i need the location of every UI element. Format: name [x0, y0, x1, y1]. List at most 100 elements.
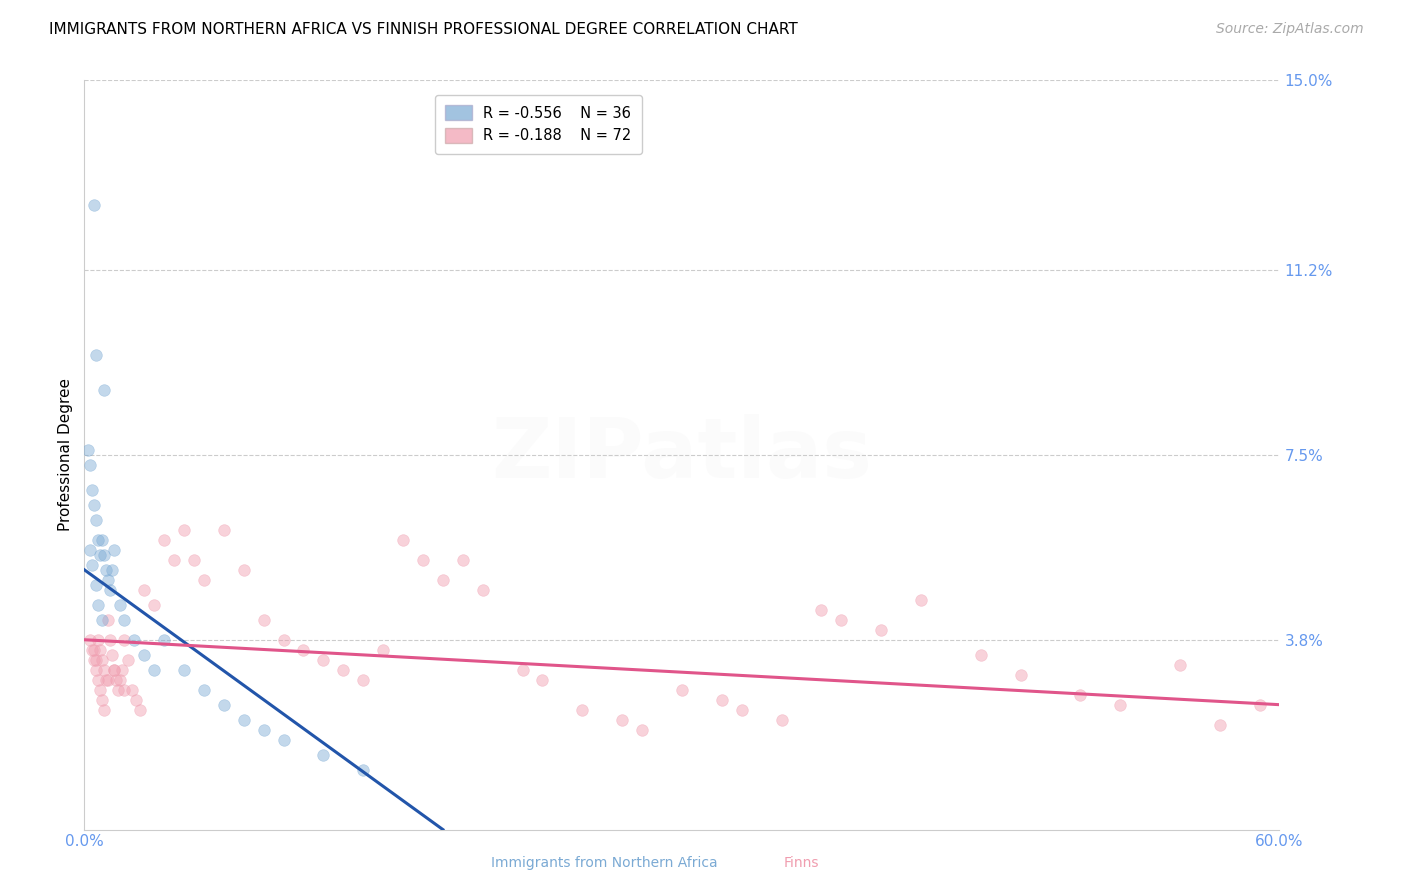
Point — [101, 648, 124, 662]
Point — [83, 498, 105, 512]
Point — [82, 558, 104, 572]
Point — [117, 653, 139, 667]
Point — [232, 713, 254, 727]
Point — [1168, 657, 1191, 672]
Point — [212, 523, 235, 537]
Point — [153, 632, 176, 647]
Point — [471, 582, 494, 597]
Point — [671, 682, 693, 697]
Point — [232, 563, 254, 577]
Point — [193, 573, 215, 587]
Point — [89, 682, 111, 697]
Point — [770, 713, 793, 727]
Point — [83, 198, 105, 212]
Point — [86, 663, 108, 677]
Point — [373, 642, 395, 657]
Point — [125, 692, 148, 706]
Legend: R = -0.556    N = 36, R = -0.188    N = 72: R = -0.556 N = 36, R = -0.188 N = 72 — [436, 95, 641, 153]
Point — [103, 542, 125, 557]
Point — [96, 673, 118, 687]
Point — [870, 623, 893, 637]
Point — [412, 553, 434, 567]
Point — [312, 653, 335, 667]
Point — [91, 613, 114, 627]
Point — [97, 573, 120, 587]
Point — [86, 348, 108, 362]
Point — [87, 598, 110, 612]
Point — [79, 542, 101, 557]
Point — [86, 653, 108, 667]
Point — [292, 642, 315, 657]
Point — [89, 642, 111, 657]
Point — [93, 703, 115, 717]
Point — [110, 598, 132, 612]
Point — [98, 582, 121, 597]
Point — [163, 553, 186, 567]
Point — [93, 548, 115, 562]
Point — [107, 682, 129, 697]
Point — [1209, 717, 1232, 731]
Point — [91, 533, 114, 547]
Point — [96, 563, 118, 577]
Point — [571, 703, 593, 717]
Point — [112, 613, 135, 627]
Point — [112, 632, 135, 647]
Point — [91, 653, 114, 667]
Point — [122, 632, 145, 647]
Point — [1109, 698, 1132, 712]
Point — [87, 533, 110, 547]
Point — [193, 682, 215, 697]
Point — [143, 598, 166, 612]
Point — [97, 673, 120, 687]
Point — [77, 442, 100, 457]
Point — [82, 642, 104, 657]
Point — [352, 763, 374, 777]
Point — [98, 632, 121, 647]
Point — [312, 747, 335, 762]
Point — [86, 578, 108, 592]
Point — [392, 533, 415, 547]
Point — [112, 682, 135, 697]
Point — [89, 548, 111, 562]
Point — [173, 523, 195, 537]
Point — [97, 613, 120, 627]
Point — [1069, 688, 1091, 702]
Point — [132, 582, 156, 597]
Point — [432, 573, 454, 587]
Point — [103, 663, 125, 677]
Point — [101, 563, 124, 577]
Text: Immigrants from Northern Africa: Immigrants from Northern Africa — [491, 855, 718, 870]
Point — [87, 673, 110, 687]
Point — [153, 533, 176, 547]
Point — [87, 632, 110, 647]
Point — [183, 553, 205, 567]
Point — [612, 713, 634, 727]
Point — [121, 682, 143, 697]
Point — [710, 692, 733, 706]
Point — [83, 653, 105, 667]
Text: Source: ZipAtlas.com: Source: ZipAtlas.com — [1216, 22, 1364, 37]
Point — [79, 632, 101, 647]
Point — [352, 673, 374, 687]
Point — [731, 703, 754, 717]
Point — [451, 553, 474, 567]
Point — [970, 648, 993, 662]
Point — [273, 632, 295, 647]
Point — [91, 692, 114, 706]
Point — [1010, 667, 1032, 681]
Point — [111, 663, 134, 677]
Point — [253, 723, 276, 737]
Point — [910, 592, 932, 607]
Y-axis label: Professional Degree: Professional Degree — [58, 378, 73, 532]
Point — [173, 663, 195, 677]
Point — [212, 698, 235, 712]
Text: IMMIGRANTS FROM NORTHERN AFRICA VS FINNISH PROFESSIONAL DEGREE CORRELATION CHART: IMMIGRANTS FROM NORTHERN AFRICA VS FINNI… — [49, 22, 799, 37]
Text: Finns: Finns — [783, 855, 820, 870]
Point — [83, 642, 105, 657]
Point — [79, 458, 101, 472]
Text: ZIPatlas: ZIPatlas — [492, 415, 872, 495]
Point — [810, 603, 832, 617]
Point — [93, 663, 115, 677]
Point — [531, 673, 554, 687]
Point — [105, 673, 128, 687]
